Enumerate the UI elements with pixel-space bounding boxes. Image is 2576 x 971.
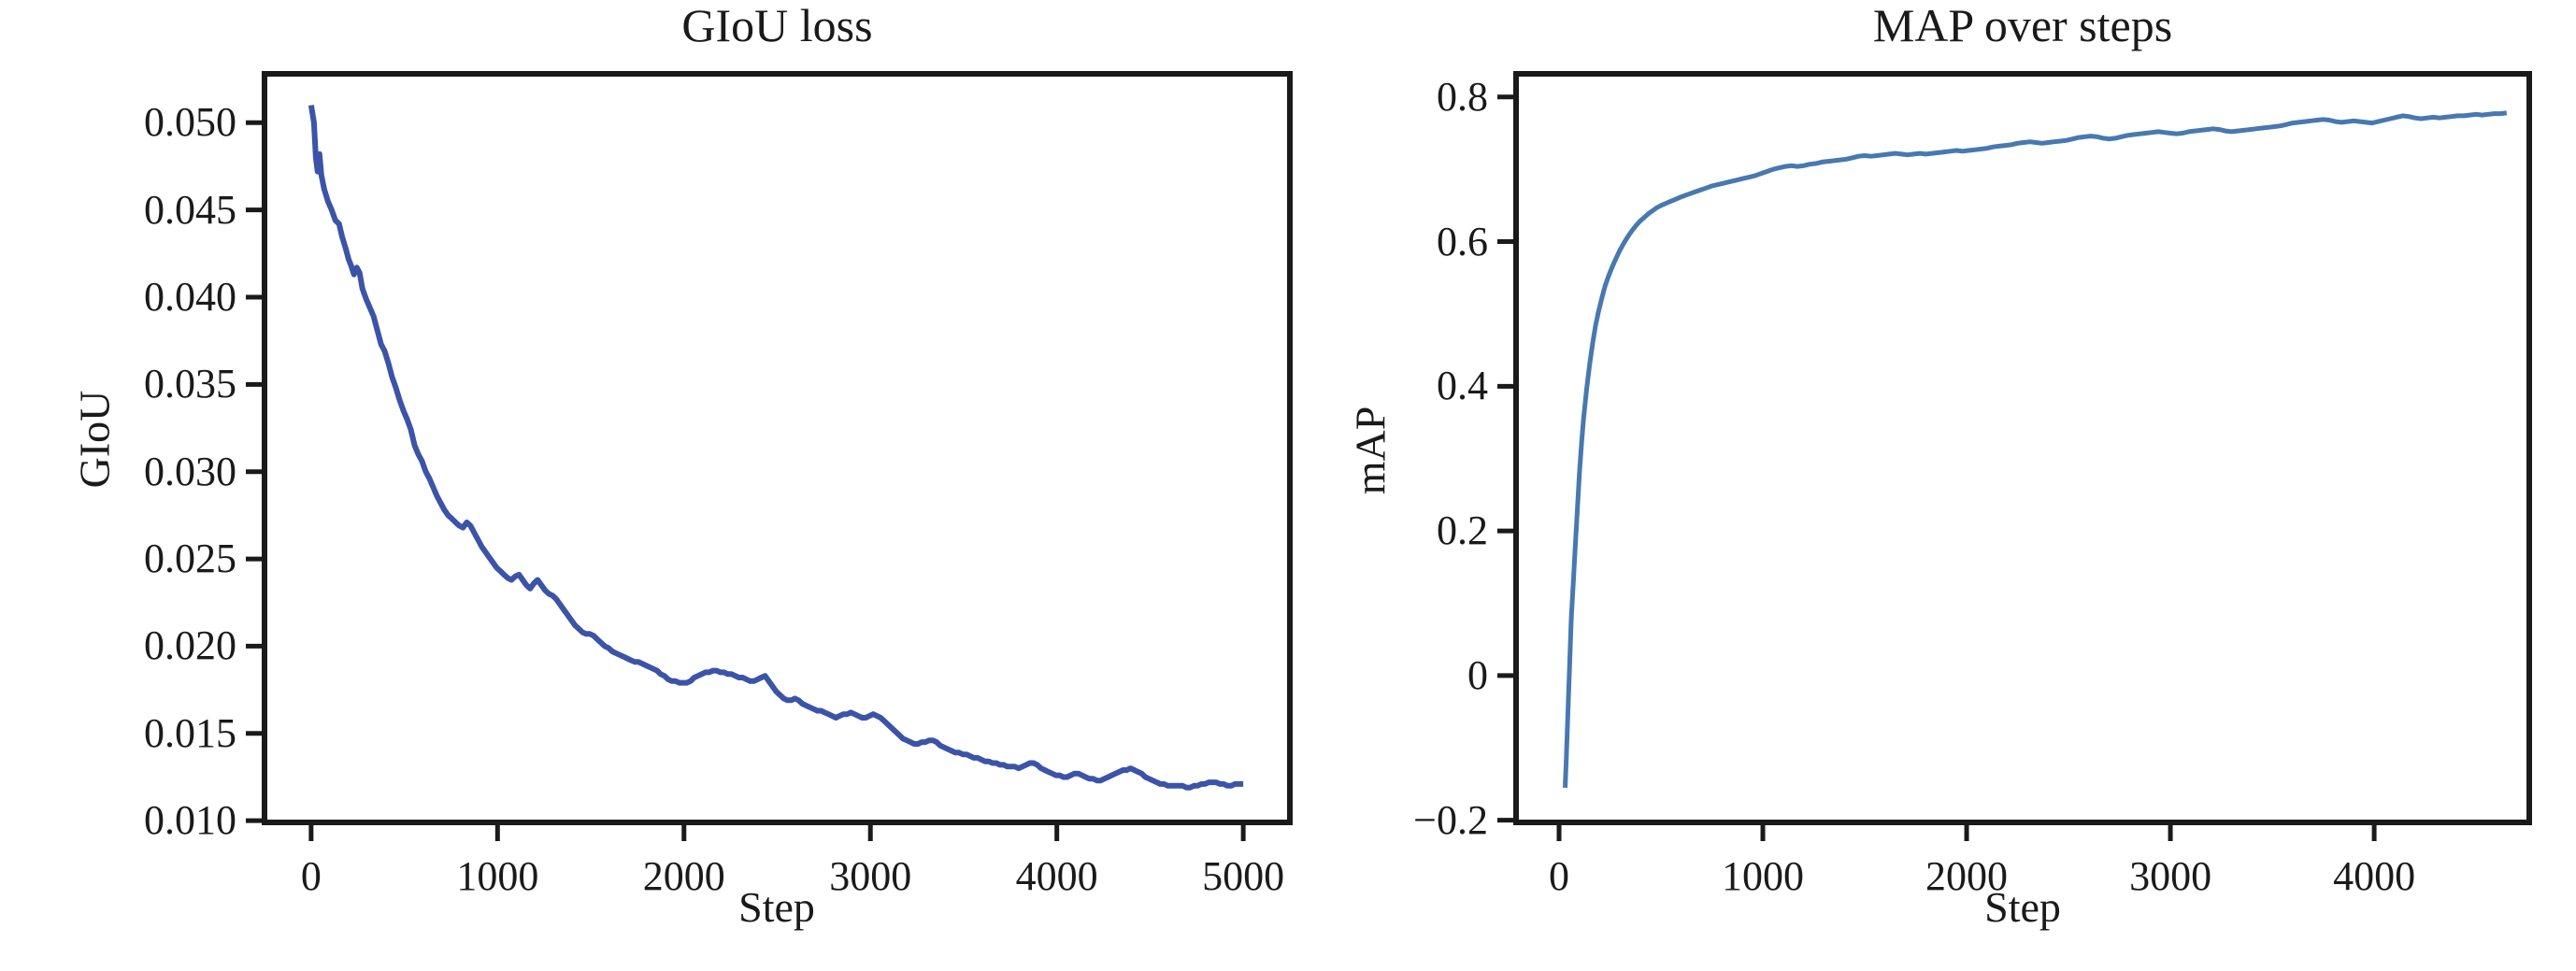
y-tick-label: 0.8	[1437, 73, 1488, 120]
y-tick-label: 0.045	[144, 186, 236, 233]
y-tick-label: 0.040	[144, 273, 236, 320]
x-tick-label: 1000	[456, 853, 539, 899]
plot-border	[262, 71, 1293, 825]
y-tick-label: 0.4	[1437, 363, 1488, 409]
x-tick-label: 2000	[1925, 853, 2009, 899]
x-tick-label: 3000	[829, 853, 912, 899]
y-tick-label: 0.6	[1437, 218, 1488, 264]
y-tick-label: 0.030	[144, 448, 236, 494]
y-tick-label: −0.2	[1413, 796, 1488, 843]
plot-border	[1513, 71, 2532, 825]
map-line	[1563, 110, 2508, 789]
x-tick-label: 3000	[2129, 853, 2212, 899]
map-title: MAP over steps	[1872, 0, 2173, 51]
y-tick-label: 0	[1467, 651, 1488, 698]
y-tick-label: 0.2	[1437, 507, 1488, 554]
x-tick-label: 4000	[1015, 853, 1098, 899]
x-tick-label: 5000	[1202, 853, 1285, 899]
y-tick-label: 0.010	[144, 797, 236, 844]
giou-loss-title: GIoU loss	[681, 0, 873, 51]
x-tick-label: 1000	[1722, 853, 1805, 899]
y-tick-label: 0.020	[144, 622, 236, 669]
y-tick-label: 0.035	[144, 361, 236, 407]
x-tick-label: 4000	[2333, 853, 2416, 899]
giou-loss-line	[308, 105, 1244, 791]
x-tick-label: 0	[1549, 853, 1569, 899]
x-tick-label: 0	[300, 853, 322, 899]
map-x-axis-label: Step	[1984, 883, 2061, 931]
x-tick-label: 2000	[642, 853, 725, 899]
y-tick-label: 0.050	[144, 99, 236, 146]
giou-x-axis-label: Step	[738, 883, 815, 931]
y-tick-label: 0.025	[144, 535, 236, 582]
y-tick-label: 0.015	[144, 709, 236, 756]
